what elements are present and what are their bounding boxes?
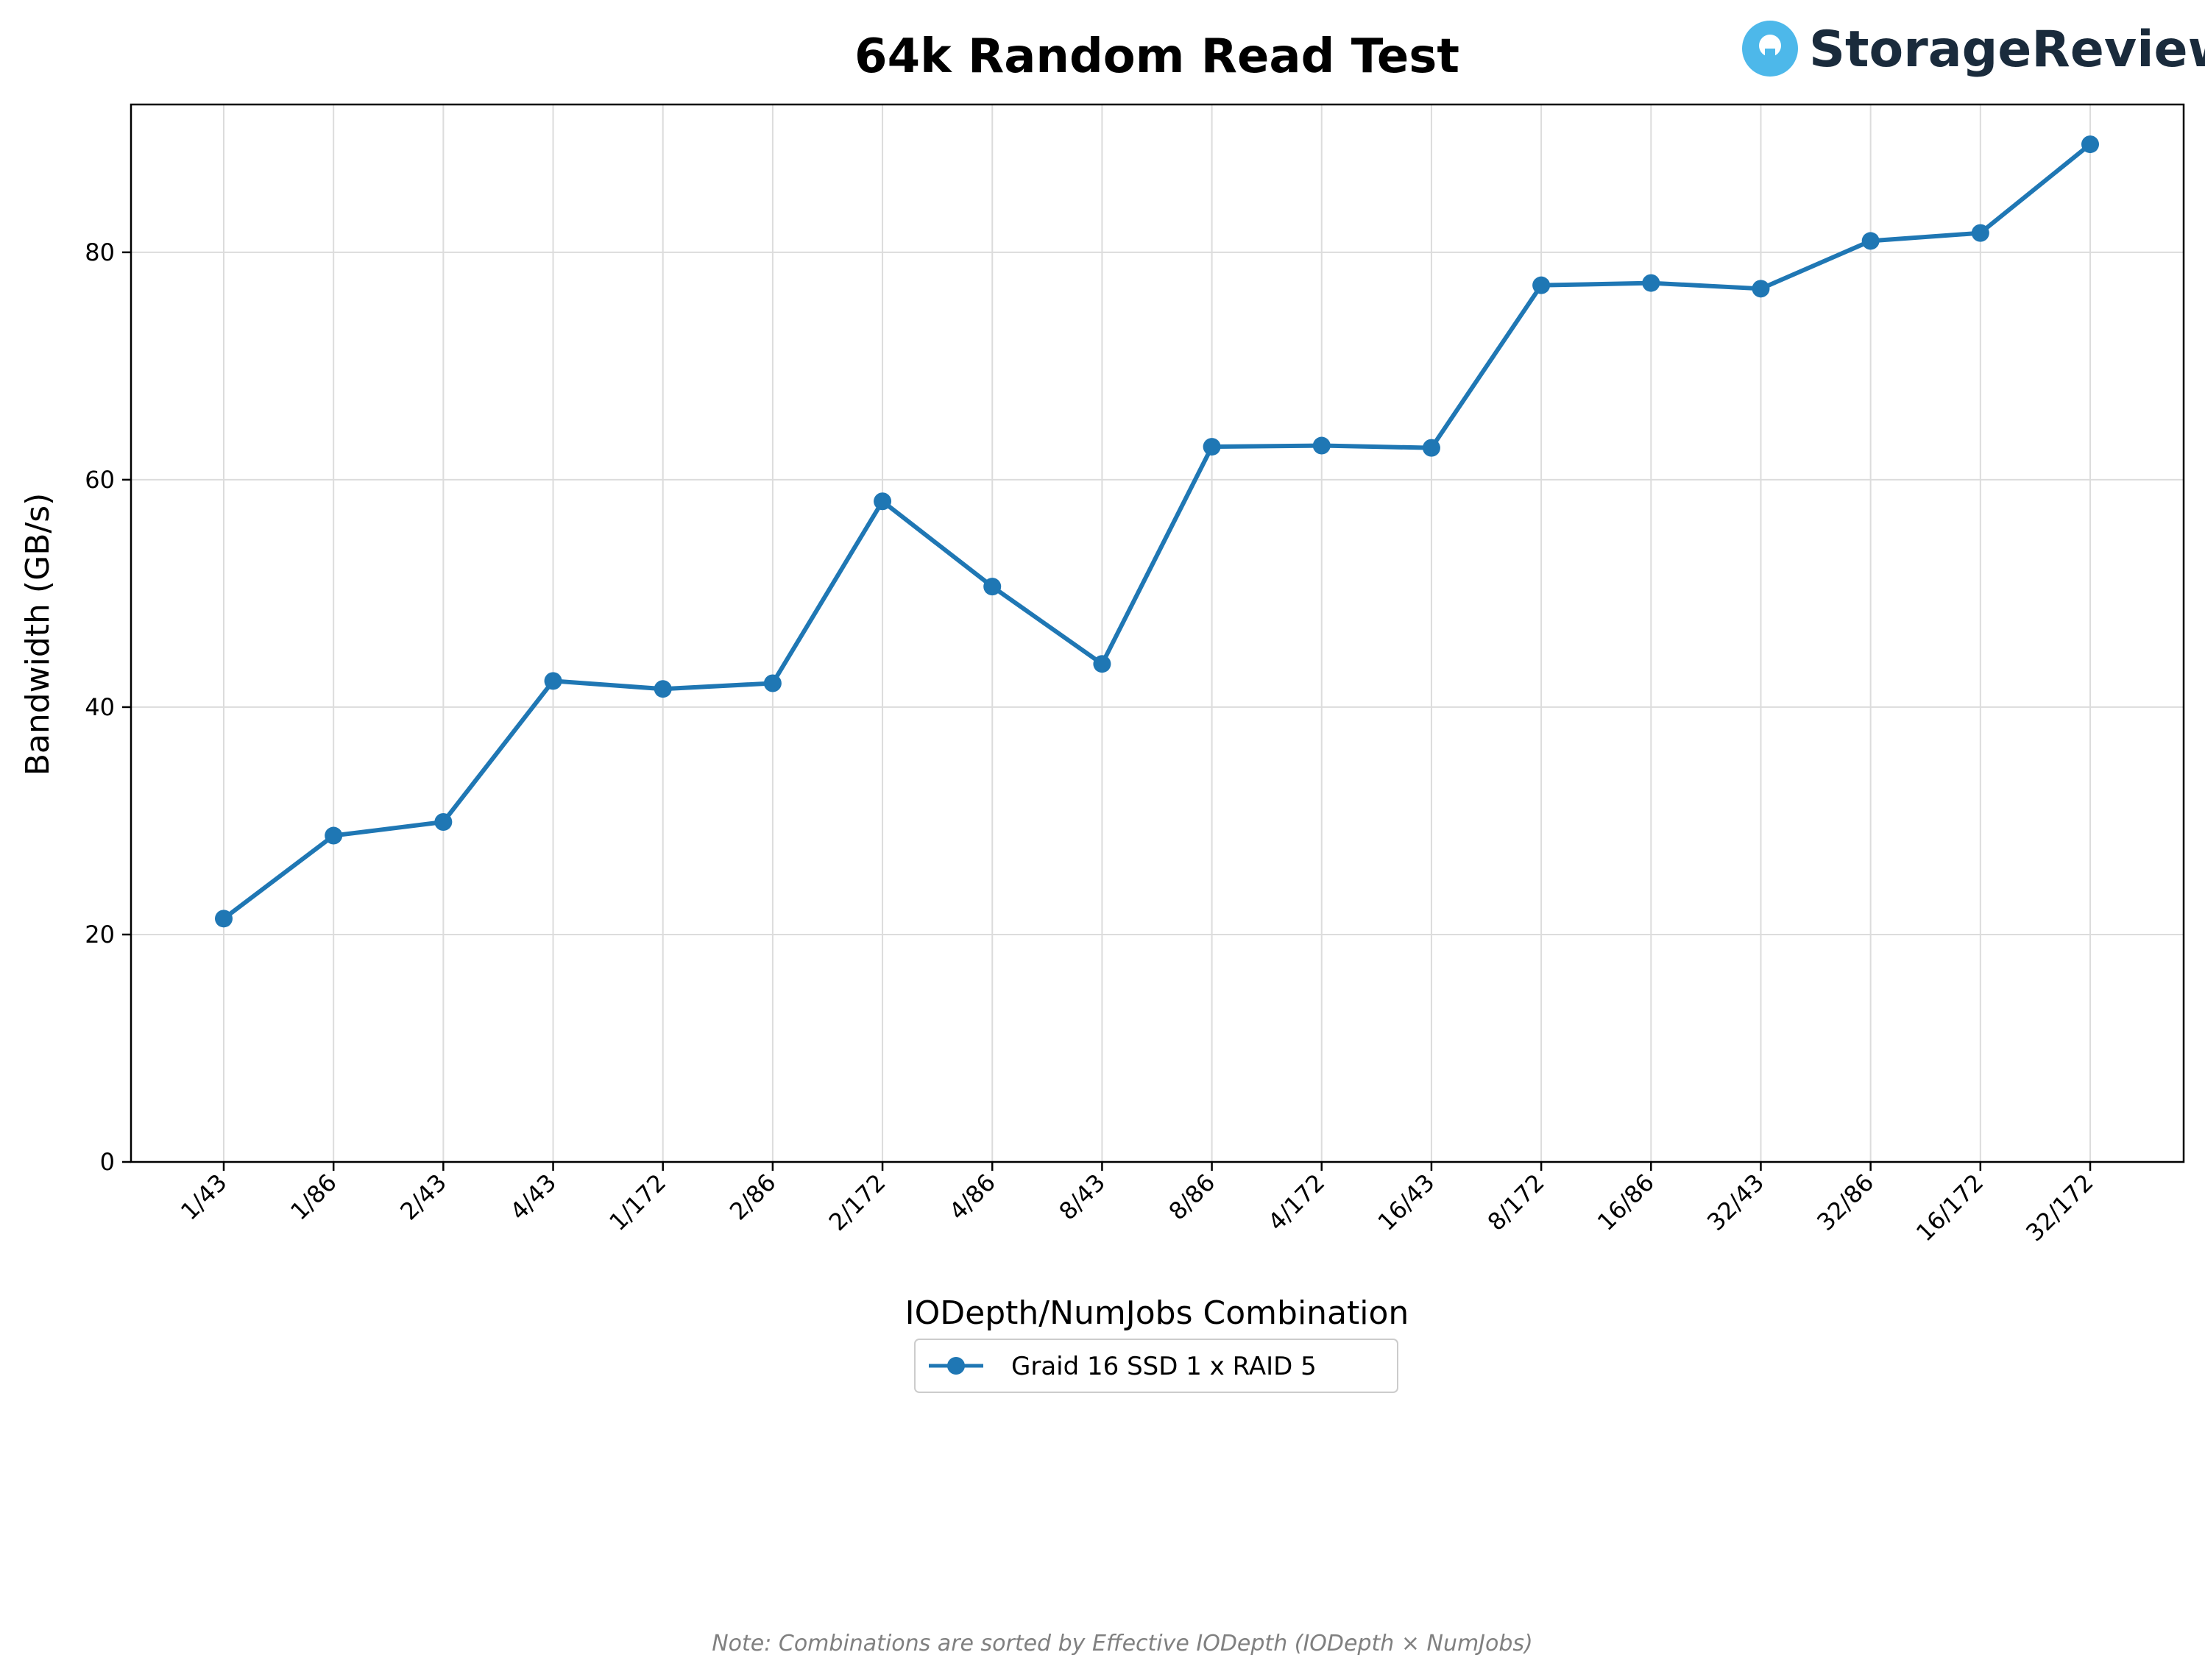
data-point xyxy=(1093,655,1111,673)
logo-text: StorageReview xyxy=(1809,21,2205,79)
logo-icon-tail xyxy=(1765,49,1775,72)
x-tick-label: 8/172 xyxy=(1482,1169,1550,1236)
data-point xyxy=(763,674,782,692)
data-point xyxy=(434,812,453,831)
grid-lines xyxy=(131,104,2184,1163)
y-tick-label: 40 xyxy=(85,693,115,721)
x-tick-label: 4/86 xyxy=(944,1169,1001,1226)
data-point xyxy=(215,910,233,928)
x-tick-label: 32/86 xyxy=(1811,1169,1879,1236)
x-tick-label: 1/172 xyxy=(604,1169,671,1236)
x-tick-label: 32/43 xyxy=(1702,1169,1769,1236)
data-point xyxy=(654,680,672,698)
legend-box xyxy=(914,1339,1398,1393)
x-tick-label: 1/43 xyxy=(175,1169,233,1226)
legend: Graid 16 SSD 1 x RAID 5 xyxy=(914,1339,1398,1393)
data-point xyxy=(1861,232,1880,250)
x-tick-label: 1/86 xyxy=(285,1169,342,1226)
plot-frame xyxy=(130,103,2185,1163)
data-point xyxy=(2081,135,2099,154)
x-tick-label: 8/86 xyxy=(1164,1169,1221,1226)
data-point xyxy=(1422,439,1440,457)
y-axis: 0 20 40 60 80 xyxy=(85,238,131,1176)
y-tick-label: 20 xyxy=(85,921,115,949)
x-tick-label: 16/172 xyxy=(1911,1169,1989,1247)
y-axis-title: Bandwidth (GB/s) xyxy=(19,493,57,776)
data-point xyxy=(1532,276,1551,294)
x-tick-label: 2/43 xyxy=(394,1169,452,1226)
data-point xyxy=(983,578,1002,596)
series-line xyxy=(222,142,2092,921)
x-tick-label: 4/43 xyxy=(505,1169,562,1226)
x-tick-label: 16/86 xyxy=(1592,1169,1660,1236)
x-tick-label: 2/86 xyxy=(724,1169,782,1226)
legend-point-marker xyxy=(947,1357,965,1375)
data-point xyxy=(1971,224,1989,242)
y-tick-label: 0 xyxy=(100,1148,115,1176)
x-tick-label: 16/43 xyxy=(1373,1169,1440,1236)
footnote: Note: Combinations are sorted by Effecti… xyxy=(712,1631,1533,1656)
series-group xyxy=(215,135,2099,928)
data-point xyxy=(1752,280,1770,298)
x-axis: 1/43 1/86 2/43 4/43 1/172 2/86 2/172 4/86 8/43 8/… xyxy=(175,1162,2099,1247)
legend-label: Graid 16 SSD 1 x RAID 5 xyxy=(1011,1352,1317,1381)
data-point xyxy=(874,492,892,511)
x-tick-label: 8/43 xyxy=(1053,1169,1111,1226)
data-point xyxy=(1312,436,1331,455)
data-point xyxy=(544,672,562,690)
x-tick-label: 2/172 xyxy=(824,1169,891,1236)
chart-title: 64k Random Read Test xyxy=(854,29,1459,84)
data-point xyxy=(1642,274,1660,292)
logo-icon-hole xyxy=(1759,35,1781,57)
storagereview-logo: StorageReview xyxy=(1742,21,2205,79)
data-point xyxy=(325,826,343,845)
y-tick-label: 60 xyxy=(85,466,115,494)
y-tick-label: 80 xyxy=(85,238,115,266)
data-point xyxy=(1203,438,1221,456)
x-tick-label: 4/172 xyxy=(1262,1169,1330,1236)
x-axis-title: IODepth/NumJobs Combination xyxy=(905,1294,1409,1332)
x-tick-label: 32/172 xyxy=(2020,1169,2098,1247)
